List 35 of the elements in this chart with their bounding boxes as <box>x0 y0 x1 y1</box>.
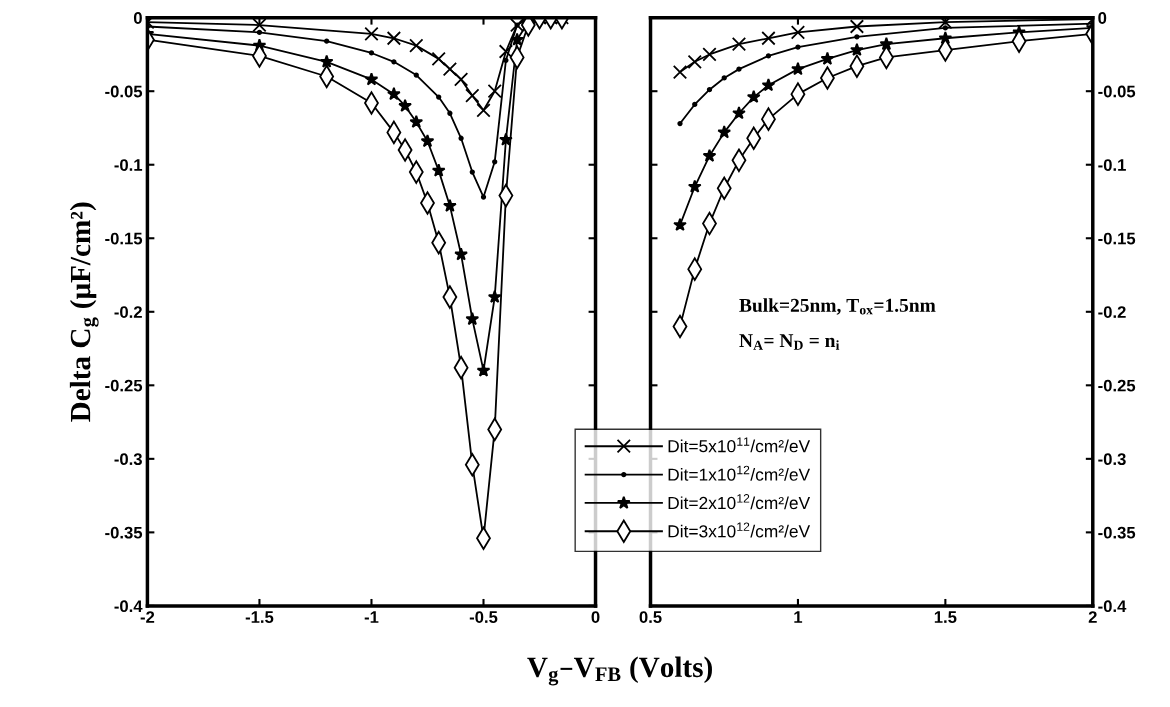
y-tick-label: -0.2 <box>1098 306 1126 318</box>
annotation: N$_{A}$= N$_{D}$ = n$_{i}$ <box>739 334 840 350</box>
y-tick-label: -0.35 <box>105 526 143 539</box>
legend-label: Dit=5x10$^{11}$/cm²/eV <box>668 437 811 453</box>
y-tick-label: -0.05 <box>1098 85 1136 98</box>
y-tick-label: -0.3 <box>1098 453 1126 466</box>
y-tick-label: -0.4 <box>114 600 143 613</box>
x-tick-label: 1.5 <box>934 611 957 623</box>
y-tick-label: -0.15 <box>1098 232 1136 245</box>
x-tick-label: 0 <box>591 611 600 623</box>
x-tick-label: -0.5 <box>469 611 498 623</box>
legend-label: Dit=2x10$^{12}$/cm²/eV <box>668 494 811 510</box>
y-tick-label: -0.3 <box>114 453 142 466</box>
x-tick-label: -1 <box>364 611 379 623</box>
legend-label: Dit=1x10$^{12}$/cm²/eV <box>668 465 811 481</box>
x-tick-label: -2 <box>140 611 155 623</box>
x-tick-label: 0.5 <box>639 611 662 623</box>
y-tick-label: -0.35 <box>1098 526 1136 539</box>
y-tick-label: -0.2 <box>114 306 142 318</box>
annotation: Bulk=25nm, T$_{ox}$=1.5nm <box>739 298 936 315</box>
y-tick-label: -0.4 <box>1098 600 1127 613</box>
y-tick-label: -0.25 <box>1098 379 1136 392</box>
y-tick-label: -0.1 <box>1098 159 1126 171</box>
y-tick-label: 0 <box>133 12 142 24</box>
x-tick-label: 2 <box>1088 611 1097 623</box>
x-axis-title: V$_{g}$–V$_{FB}$ (Volts) <box>527 656 712 686</box>
legend-label: Dit=3x10$^{12}$/cm²/eV <box>668 522 811 538</box>
y-tick-label: -0.1 <box>114 159 143 171</box>
x-tick-label: -1.5 <box>245 611 274 623</box>
y-tick-label: -0.15 <box>105 232 143 245</box>
x-tick-label: 1 <box>794 611 803 623</box>
y-tick-label: -0.05 <box>105 85 143 98</box>
y-tick-label: -0.25 <box>105 379 143 392</box>
y-tick-label: 0 <box>1098 12 1107 24</box>
y-axis-title: Delta C$_{g}$ (μF/cm²) <box>69 202 99 422</box>
